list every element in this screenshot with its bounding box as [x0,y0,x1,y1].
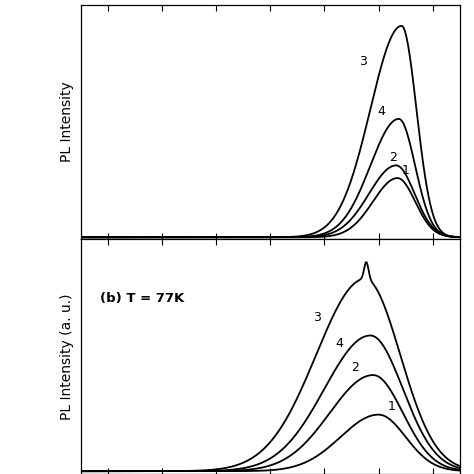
Text: (b) T = 77K: (b) T = 77K [100,292,184,305]
Text: 2: 2 [389,151,397,164]
Text: 2: 2 [351,361,359,374]
Y-axis label: PL Intensity: PL Intensity [60,82,73,163]
X-axis label: Photon Energy (eV): Photon Energy (eV) [187,261,354,276]
Text: 4: 4 [335,337,343,350]
Text: 1: 1 [401,164,410,177]
Text: 1: 1 [388,400,396,413]
Text: 3: 3 [313,311,321,324]
Y-axis label: PL Intensity (a. u.): PL Intensity (a. u.) [60,293,73,420]
Text: 4: 4 [377,105,385,118]
Text: 3: 3 [360,55,367,68]
